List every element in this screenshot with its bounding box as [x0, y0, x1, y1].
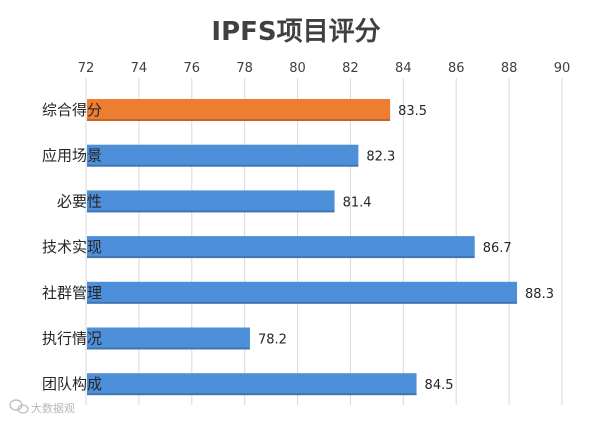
- category-label: 社群管理: [42, 284, 102, 302]
- data-label: 82.3: [366, 150, 395, 165]
- data-label: 84.5: [425, 378, 454, 393]
- x-tick-label: 80: [289, 61, 306, 76]
- data-label: 81.4: [343, 195, 372, 210]
- data-label: 88.3: [525, 287, 554, 302]
- bar: [87, 144, 359, 167]
- wechat-icon: [9, 399, 29, 414]
- data-label: 83.5: [398, 104, 427, 119]
- x-tick-label: 84: [395, 61, 412, 76]
- bar: [87, 373, 417, 396]
- x-tick-label: 78: [236, 61, 253, 76]
- x-axis-ticks: 72 74 76 78 80 82 84 86 88 90: [78, 61, 571, 76]
- x-tick-label: 76: [184, 61, 201, 76]
- x-tick-label: 72: [78, 61, 95, 76]
- x-tick-label: 82: [342, 61, 359, 76]
- watermark-text: 大数据观: [31, 401, 75, 415]
- bar: [87, 190, 335, 213]
- category-label: 应用场景: [42, 147, 102, 165]
- bar: [87, 327, 250, 350]
- category-label: 必要性: [57, 192, 102, 210]
- bar-shadow: [87, 119, 391, 121]
- bar-shadow: [87, 393, 417, 396]
- category-label: 综合得分: [42, 101, 102, 119]
- bar-shadow: [87, 301, 518, 304]
- chart-title: IPFS项目评分: [211, 17, 380, 47]
- bar-shadow: [87, 256, 475, 259]
- bars: [87, 99, 518, 396]
- data-label: 86.7: [483, 241, 512, 256]
- x-tick-label: 88: [501, 61, 518, 76]
- bar-shadow: [87, 210, 335, 213]
- category-label: 执行情况: [42, 330, 102, 348]
- bar-shadow: [87, 347, 250, 350]
- bar: [87, 281, 518, 304]
- category-label: 技术实现: [42, 238, 102, 256]
- bar-highlight: [87, 99, 391, 121]
- x-tick-label: 86: [448, 61, 465, 76]
- data-labels: 83.5 82.3 81.4 86.7 88.3 78.2 84.5: [258, 104, 554, 393]
- data-label: 78.2: [258, 333, 287, 348]
- x-tick-label: 90: [554, 61, 571, 76]
- watermark: 大数据观: [9, 399, 75, 415]
- x-tick-label: 74: [131, 61, 148, 76]
- bar-shadow: [87, 164, 359, 167]
- category-label: 团队构成: [42, 375, 102, 393]
- bar: [87, 236, 475, 259]
